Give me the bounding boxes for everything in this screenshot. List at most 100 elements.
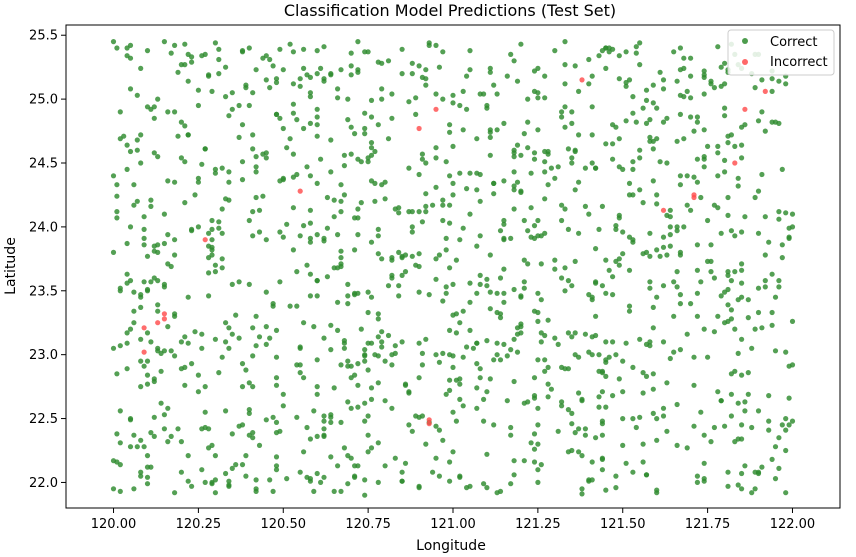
correct-point (457, 102, 463, 109)
correct-point (155, 96, 161, 102)
correct-point (664, 252, 670, 258)
correct-point (467, 280, 473, 286)
correct-point (616, 376, 622, 382)
correct-point (219, 230, 225, 236)
correct-point (304, 262, 310, 268)
correct-point (131, 308, 137, 314)
correct-point (535, 467, 541, 473)
correct-point (640, 105, 646, 111)
correct-point (460, 88, 466, 94)
correct-point (494, 127, 500, 133)
correct-point (643, 373, 650, 379)
correct-point (151, 115, 157, 121)
correct-point (338, 67, 344, 73)
correct-point (297, 370, 303, 376)
incorrect-point (742, 106, 748, 112)
correct-point (209, 237, 215, 243)
correct-point (110, 249, 117, 255)
correct-point (365, 155, 371, 161)
correct-point (654, 294, 660, 300)
correct-point (348, 455, 354, 461)
correct-point (759, 109, 765, 115)
correct-point (569, 160, 575, 166)
correct-point (243, 453, 249, 459)
correct-point (457, 320, 463, 326)
correct-point (684, 88, 690, 94)
correct-point (423, 82, 429, 88)
correct-point (772, 348, 779, 354)
correct-point (321, 413, 327, 419)
correct-point (246, 45, 252, 51)
correct-point (647, 285, 653, 291)
correct-point (117, 343, 123, 349)
correct-point (273, 354, 280, 360)
correct-point (189, 483, 195, 489)
correct-point (294, 171, 300, 178)
correct-point (637, 155, 643, 161)
correct-point (722, 169, 728, 175)
correct-point (447, 173, 453, 179)
correct-point (280, 175, 286, 181)
legend: Correct Incorrect (727, 29, 835, 76)
correct-point (314, 48, 320, 54)
correct-point (626, 180, 633, 186)
correct-point (593, 165, 599, 171)
correct-point (287, 303, 293, 309)
correct-point (497, 275, 504, 281)
correct-point (229, 431, 235, 437)
correct-point (701, 326, 707, 332)
correct-point (504, 398, 510, 404)
correct-point (776, 465, 782, 471)
correct-point (267, 335, 273, 341)
correct-point (783, 490, 789, 496)
correct-point (440, 49, 446, 55)
correct-point (392, 350, 398, 356)
correct-point (681, 224, 687, 230)
correct-point (620, 229, 626, 235)
correct-point (321, 78, 327, 84)
correct-point (647, 279, 653, 285)
correct-point (626, 308, 633, 314)
correct-point (637, 336, 643, 342)
correct-point (433, 91, 439, 97)
correct-point (450, 312, 456, 318)
correct-point (457, 381, 463, 387)
correct-point (728, 228, 735, 234)
correct-point (372, 148, 378, 155)
correct-point (613, 226, 619, 232)
correct-point (440, 437, 446, 443)
correct-point (725, 194, 731, 201)
correct-point (433, 352, 439, 358)
correct-point (705, 143, 711, 149)
correct-point (701, 68, 707, 74)
correct-point (603, 339, 609, 345)
correct-point (637, 147, 643, 153)
correct-point (569, 109, 575, 115)
incorrect-point (155, 320, 161, 326)
correct-point (423, 160, 429, 166)
correct-point (297, 76, 303, 82)
correct-point (450, 353, 456, 359)
correct-point (304, 164, 310, 170)
correct-point (708, 258, 714, 264)
incorrect-point (660, 207, 667, 213)
correct-point (640, 441, 646, 447)
correct-point (762, 252, 768, 258)
correct-point (511, 187, 517, 193)
correct-point (531, 223, 538, 229)
correct-point (273, 79, 280, 86)
correct-point (616, 53, 622, 59)
correct-point (290, 110, 296, 116)
correct-point (368, 385, 375, 391)
correct-point (789, 418, 796, 424)
correct-point (355, 463, 361, 469)
correct-point (525, 119, 531, 125)
correct-point (307, 90, 313, 96)
correct-point (402, 460, 409, 466)
correct-point (212, 269, 218, 275)
correct-point (284, 476, 290, 482)
correct-point (742, 214, 748, 220)
correct-point (301, 125, 307, 132)
correct-point (202, 409, 208, 415)
correct-point (168, 433, 174, 439)
